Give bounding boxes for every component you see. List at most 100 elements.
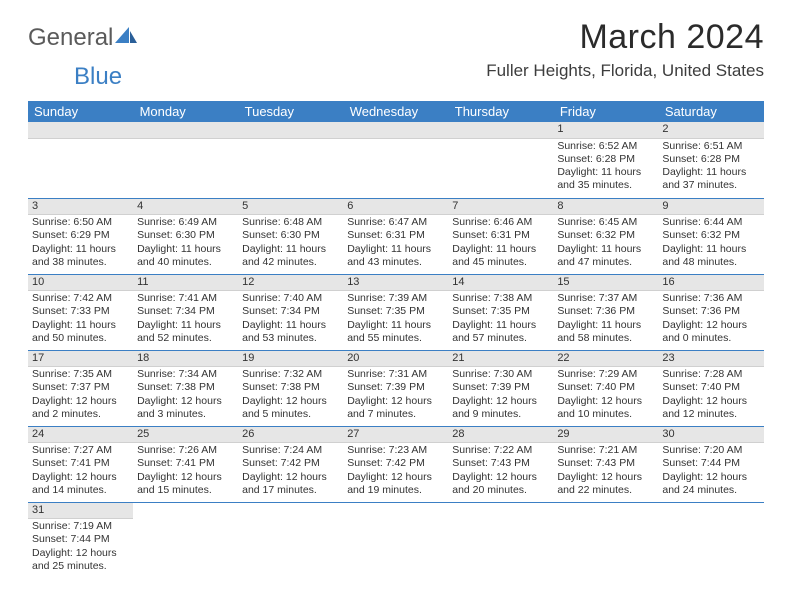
calendar-cell (448, 502, 553, 578)
calendar-cell (658, 502, 763, 578)
day-body: Sunrise: 7:28 AMSunset: 7:40 PMDaylight:… (658, 367, 763, 423)
calendar-cell: 26Sunrise: 7:24 AMSunset: 7:42 PMDayligh… (238, 426, 343, 502)
day-body: Sunrise: 7:35 AMSunset: 7:37 PMDaylight:… (28, 367, 133, 423)
day-number: 6 (343, 199, 448, 216)
day-number: 12 (238, 275, 343, 292)
calendar-cell: 8Sunrise: 6:45 AMSunset: 6:32 PMDaylight… (553, 198, 658, 274)
logo: General (28, 24, 139, 52)
day-body: Sunrise: 7:23 AMSunset: 7:42 PMDaylight:… (343, 443, 448, 499)
day-number: 8 (553, 199, 658, 216)
calendar-cell: 9Sunrise: 6:44 AMSunset: 6:32 PMDaylight… (658, 198, 763, 274)
day-number: 9 (658, 199, 763, 216)
calendar-body: 1Sunrise: 6:52 AMSunset: 6:28 PMDaylight… (28, 122, 764, 578)
calendar-cell: 17Sunrise: 7:35 AMSunset: 7:37 PMDayligh… (28, 350, 133, 426)
calendar-cell: 18Sunrise: 7:34 AMSunset: 7:38 PMDayligh… (133, 350, 238, 426)
calendar-cell: 24Sunrise: 7:27 AMSunset: 7:41 PMDayligh… (28, 426, 133, 502)
calendar-cell: 11Sunrise: 7:41 AMSunset: 7:34 PMDayligh… (133, 274, 238, 350)
calendar-cell: 19Sunrise: 7:32 AMSunset: 7:38 PMDayligh… (238, 350, 343, 426)
calendar-cell (133, 502, 238, 578)
day-body: Sunrise: 7:31 AMSunset: 7:39 PMDaylight:… (343, 367, 448, 423)
weekday-header: Friday (553, 101, 658, 122)
day-number: 27 (343, 427, 448, 444)
calendar-cell: 7Sunrise: 6:46 AMSunset: 6:31 PMDaylight… (448, 198, 553, 274)
logo-text-blue: Blue (74, 63, 122, 90)
calendar-cell: 3Sunrise: 6:50 AMSunset: 6:29 PMDaylight… (28, 198, 133, 274)
day-body: Sunrise: 6:50 AMSunset: 6:29 PMDaylight:… (28, 215, 133, 271)
weekday-header: Wednesday (343, 101, 448, 122)
day-body: Sunrise: 6:49 AMSunset: 6:30 PMDaylight:… (133, 215, 238, 271)
day-number: 22 (553, 351, 658, 368)
day-body: Sunrise: 7:19 AMSunset: 7:44 PMDaylight:… (28, 519, 133, 575)
day-body: Sunrise: 7:24 AMSunset: 7:42 PMDaylight:… (238, 443, 343, 499)
day-number: 28 (448, 427, 553, 444)
calendar-cell: 20Sunrise: 7:31 AMSunset: 7:39 PMDayligh… (343, 350, 448, 426)
day-number: 4 (133, 199, 238, 216)
calendar-cell: 10Sunrise: 7:42 AMSunset: 7:33 PMDayligh… (28, 274, 133, 350)
weekday-header: Thursday (448, 101, 553, 122)
day-body: Sunrise: 6:48 AMSunset: 6:30 PMDaylight:… (238, 215, 343, 271)
day-body: Sunrise: 6:52 AMSunset: 6:28 PMDaylight:… (553, 139, 658, 195)
weekday-header: Sunday (28, 101, 133, 122)
day-body: Sunrise: 6:47 AMSunset: 6:31 PMDaylight:… (343, 215, 448, 271)
day-number: 14 (448, 275, 553, 292)
day-body: Sunrise: 6:51 AMSunset: 6:28 PMDaylight:… (658, 139, 763, 195)
weekday-header: Saturday (658, 101, 763, 122)
calendar-cell: 21Sunrise: 7:30 AMSunset: 7:39 PMDayligh… (448, 350, 553, 426)
day-number: 17 (28, 351, 133, 368)
title-block: March 2024 Fuller Heights, Florida, Unit… (486, 18, 764, 81)
weekday-header: Tuesday (238, 101, 343, 122)
day-body: Sunrise: 6:44 AMSunset: 6:32 PMDaylight:… (658, 215, 763, 271)
calendar-cell: 23Sunrise: 7:28 AMSunset: 7:40 PMDayligh… (658, 350, 763, 426)
day-number: 31 (28, 503, 133, 520)
day-body: Sunrise: 7:32 AMSunset: 7:38 PMDaylight:… (238, 367, 343, 423)
day-number: 24 (28, 427, 133, 444)
calendar-cell: 14Sunrise: 7:38 AMSunset: 7:35 PMDayligh… (448, 274, 553, 350)
calendar-cell (238, 502, 343, 578)
day-body: Sunrise: 7:20 AMSunset: 7:44 PMDaylight:… (658, 443, 763, 499)
calendar-cell: 13Sunrise: 7:39 AMSunset: 7:35 PMDayligh… (343, 274, 448, 350)
calendar-cell: 12Sunrise: 7:40 AMSunset: 7:34 PMDayligh… (238, 274, 343, 350)
day-number: 23 (658, 351, 763, 368)
day-body: Sunrise: 7:41 AMSunset: 7:34 PMDaylight:… (133, 291, 238, 347)
day-number: 21 (448, 351, 553, 368)
day-number: 16 (658, 275, 763, 292)
calendar-cell (448, 122, 553, 198)
calendar-cell: 31Sunrise: 7:19 AMSunset: 7:44 PMDayligh… (28, 502, 133, 578)
day-body: Sunrise: 7:21 AMSunset: 7:43 PMDaylight:… (553, 443, 658, 499)
location: Fuller Heights, Florida, United States (486, 61, 764, 81)
day-body: Sunrise: 7:27 AMSunset: 7:41 PMDaylight:… (28, 443, 133, 499)
calendar-cell: 4Sunrise: 6:49 AMSunset: 6:30 PMDaylight… (133, 198, 238, 274)
day-number: 10 (28, 275, 133, 292)
calendar-cell (238, 122, 343, 198)
day-number: 15 (553, 275, 658, 292)
day-body: Sunrise: 7:30 AMSunset: 7:39 PMDaylight:… (448, 367, 553, 423)
day-number: 2 (658, 122, 763, 139)
day-body: Sunrise: 7:42 AMSunset: 7:33 PMDaylight:… (28, 291, 133, 347)
day-body: Sunrise: 6:45 AMSunset: 6:32 PMDaylight:… (553, 215, 658, 271)
weekday-header: Monday (133, 101, 238, 122)
calendar-cell: 5Sunrise: 6:48 AMSunset: 6:30 PMDaylight… (238, 198, 343, 274)
day-number: 7 (448, 199, 553, 216)
day-number: 13 (343, 275, 448, 292)
calendar-cell: 1Sunrise: 6:52 AMSunset: 6:28 PMDaylight… (553, 122, 658, 198)
calendar-cell: 6Sunrise: 6:47 AMSunset: 6:31 PMDaylight… (343, 198, 448, 274)
calendar-cell: 30Sunrise: 7:20 AMSunset: 7:44 PMDayligh… (658, 426, 763, 502)
day-body: Sunrise: 7:34 AMSunset: 7:38 PMDaylight:… (133, 367, 238, 423)
day-number: 29 (553, 427, 658, 444)
calendar-cell: 2Sunrise: 6:51 AMSunset: 6:28 PMDaylight… (658, 122, 763, 198)
day-body: Sunrise: 7:29 AMSunset: 7:40 PMDaylight:… (553, 367, 658, 423)
logo-sail-icon (115, 24, 137, 52)
day-number: 19 (238, 351, 343, 368)
day-body: Sunrise: 7:36 AMSunset: 7:36 PMDaylight:… (658, 291, 763, 347)
day-number: 18 (133, 351, 238, 368)
calendar-cell: 25Sunrise: 7:26 AMSunset: 7:41 PMDayligh… (133, 426, 238, 502)
day-number: 20 (343, 351, 448, 368)
calendar-cell: 15Sunrise: 7:37 AMSunset: 7:36 PMDayligh… (553, 274, 658, 350)
calendar-cell: 28Sunrise: 7:22 AMSunset: 7:43 PMDayligh… (448, 426, 553, 502)
day-number: 3 (28, 199, 133, 216)
day-body: Sunrise: 7:38 AMSunset: 7:35 PMDaylight:… (448, 291, 553, 347)
calendar-cell: 29Sunrise: 7:21 AMSunset: 7:43 PMDayligh… (553, 426, 658, 502)
day-number: 26 (238, 427, 343, 444)
calendar-cell (133, 122, 238, 198)
day-number: 1 (553, 122, 658, 139)
